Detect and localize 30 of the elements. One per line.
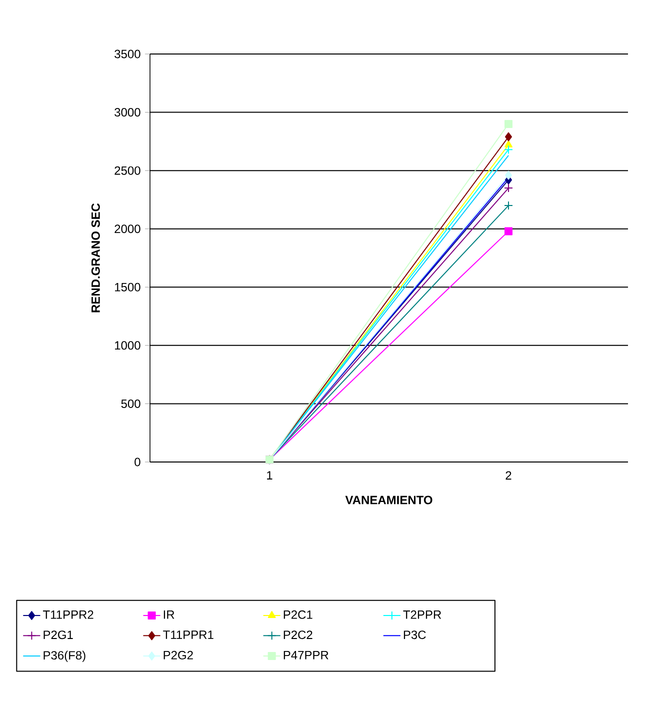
point (504, 132, 512, 142)
point (504, 170, 512, 180)
y-axis-title: REND.GRANO SEC (91, 203, 100, 312)
point (504, 145, 513, 154)
legend-label: P2C2 (284, 630, 312, 640)
x-tick-label: 2 (506, 471, 512, 480)
y-tick-label: 2000 (114, 224, 140, 234)
point (504, 120, 512, 128)
point (504, 201, 513, 210)
x-tick-label: 1 (267, 471, 272, 480)
point (504, 227, 512, 236)
y-tick-label: 500 (121, 399, 140, 408)
legend-label: P36(F8) (44, 650, 86, 662)
legend-label: P2C1 (284, 610, 312, 619)
y-tick-label: 0 (134, 458, 140, 466)
legend-label: T11PPR1 (163, 630, 214, 639)
y-tick-label: 3000 (114, 108, 140, 117)
y-tick-label: 1500 (115, 282, 140, 292)
legend-label: P3C (404, 630, 426, 640)
legend-label: T2PPR (403, 610, 442, 619)
legend-label: P2G2 (164, 650, 193, 660)
legend-label: P47PPR (284, 650, 328, 660)
point (504, 184, 513, 193)
y-tick-label: 2500 (114, 166, 140, 175)
x-axis-title: VANEAMIENTO (345, 496, 432, 504)
legend-label: T11PPR2 (42, 610, 94, 619)
y-tick-label: 1000 (115, 341, 140, 350)
legend-label: IR (164, 610, 174, 619)
legend-label: P2G1 (44, 630, 73, 640)
y-tick-label: 3500 (114, 50, 140, 58)
